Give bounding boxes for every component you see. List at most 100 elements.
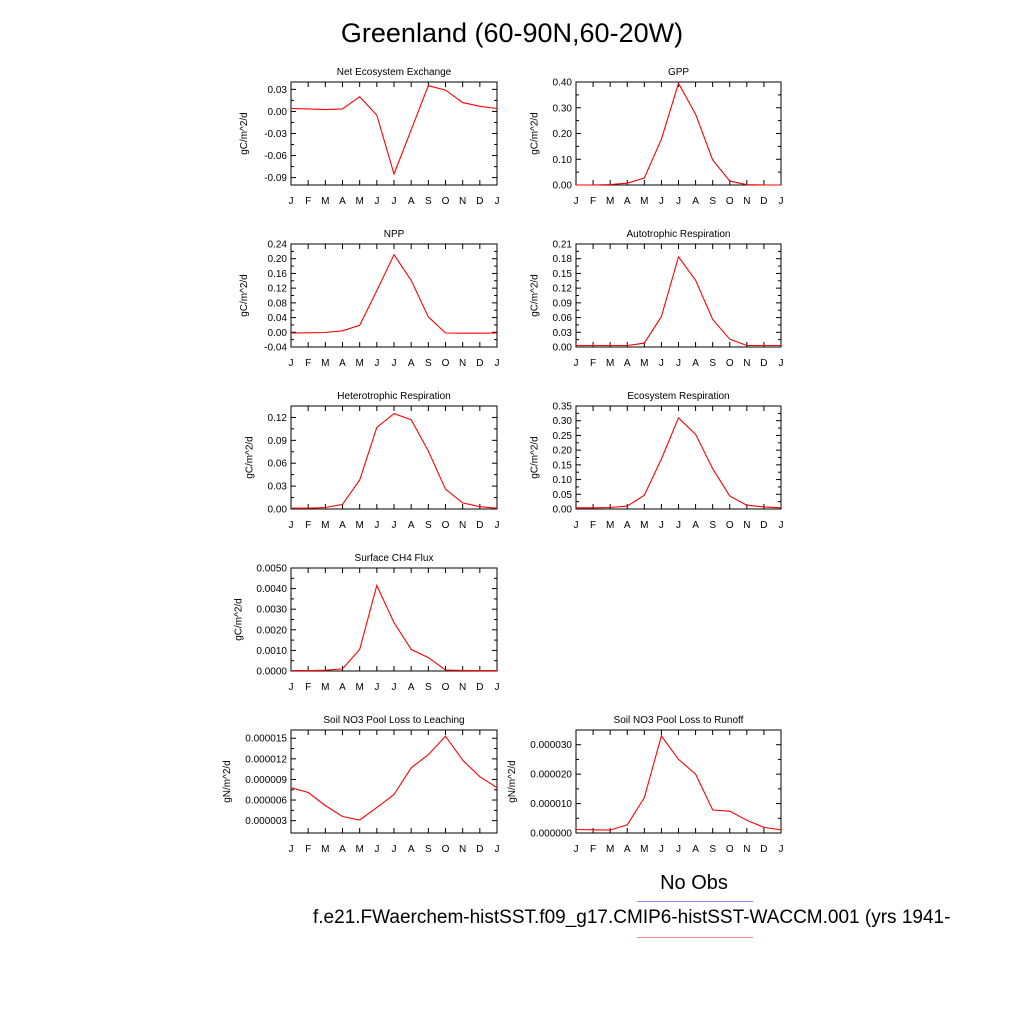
plot-frame — [575, 243, 782, 348]
series-line — [291, 412, 498, 509]
y-axis-label: gC/m^2/d — [530, 274, 541, 317]
x-tick-label: M — [355, 682, 363, 693]
x-tick-label: M — [355, 520, 363, 531]
y-tick-label: 0.15 — [553, 460, 573, 471]
y-tick-label: 0.30 — [553, 103, 573, 114]
y-tick-label: 0.06 — [268, 459, 288, 470]
y-tick-label: -0.09 — [264, 173, 287, 184]
x-tick-label: O — [726, 520, 734, 531]
chart-title: Soil NO3 Pool Loss to Leaching — [323, 715, 464, 726]
y-tick-label: 0.00 — [553, 181, 573, 192]
y-tick-label: 0.12 — [268, 284, 288, 295]
x-tick-label: O — [442, 520, 450, 531]
x-tick-label: F — [590, 844, 596, 855]
y-tick-label: 0.000009 — [245, 775, 287, 786]
y-tick-label: 0.0020 — [256, 625, 287, 636]
series-line — [290, 735, 498, 821]
y-tick-label: 0.09 — [268, 436, 288, 447]
y-tick-label: 0.05 — [553, 490, 573, 501]
y-tick-label: 0.09 — [553, 298, 573, 309]
y-tick-label: 0.21 — [553, 240, 573, 251]
y-tick-label: -0.06 — [264, 151, 287, 162]
series-line — [575, 734, 782, 831]
series-line — [290, 85, 498, 176]
chart-title: Autotrophic Respiration — [627, 229, 731, 240]
x-tick-label: J — [495, 844, 500, 855]
x-tick-label: J — [495, 682, 500, 693]
x-tick-label: F — [590, 520, 596, 531]
x-tick-label: J — [779, 844, 784, 855]
x-tick-label: J — [392, 520, 397, 531]
x-tick-label: D — [476, 196, 483, 207]
x-tick-label: A — [339, 844, 346, 855]
y-axis-label: gN/m^2/d — [222, 760, 233, 803]
y-tick-label: 0.18 — [553, 254, 573, 265]
legend-model-line — [637, 937, 753, 938]
x-tick-label: D — [760, 358, 767, 369]
x-tick-label: S — [425, 358, 432, 369]
x-tick-label: O — [726, 196, 734, 207]
y-tick-label: 0.000030 — [530, 740, 572, 751]
x-tick-label: A — [408, 682, 415, 693]
series-line — [291, 583, 497, 672]
x-tick-label: F — [305, 358, 311, 369]
x-tick-label: J — [574, 196, 579, 207]
case-name-label: f.e21.FWaerchem-histSST.f09_g17.CMIP6-hi… — [313, 907, 951, 928]
x-tick-label: J — [574, 844, 579, 855]
x-tick-label: M — [640, 520, 648, 531]
x-tick-label: J — [392, 196, 397, 207]
series-line — [290, 253, 498, 334]
chart-title: Soil NO3 Pool Loss to Runoff — [614, 715, 744, 726]
x-tick-label: J — [289, 196, 294, 207]
x-tick-label: M — [606, 844, 614, 855]
y-tick-label: 0.10 — [553, 155, 573, 166]
x-tick-label: J — [659, 520, 664, 531]
x-tick-label: A — [408, 520, 415, 531]
x-tick-label: M — [355, 358, 363, 369]
x-tick-label: D — [760, 520, 767, 531]
x-tick-label: J — [289, 520, 294, 531]
x-tick-label: J — [374, 358, 379, 369]
x-tick-label: J — [289, 844, 294, 855]
x-tick-label: J — [392, 682, 397, 693]
x-tick-label: F — [590, 196, 596, 207]
y-tick-label: 0.12 — [268, 413, 288, 424]
y-tick-label: 0.000006 — [245, 796, 287, 807]
x-tick-label: S — [425, 196, 432, 207]
x-tick-label: J — [374, 196, 379, 207]
y-tick-label: 0.00 — [268, 505, 288, 516]
plot-frame — [290, 567, 498, 672]
x-tick-label: F — [305, 196, 311, 207]
x-tick-label: A — [624, 520, 631, 531]
plot-frame — [290, 405, 498, 510]
x-tick-label: J — [374, 844, 379, 855]
x-tick-label: S — [425, 682, 432, 693]
x-tick-label: J — [676, 520, 681, 531]
y-tick-label: 0.00 — [268, 107, 288, 118]
x-tick-label: M — [321, 682, 329, 693]
x-tick-label: S — [709, 844, 716, 855]
x-tick-label: N — [459, 520, 466, 531]
y-tick-label: 0.35 — [553, 402, 573, 413]
y-tick-label: 0.03 — [268, 85, 288, 96]
x-tick-label: N — [459, 196, 466, 207]
y-tick-label: 0.0030 — [256, 605, 287, 616]
y-axis-label: gC/m^2/d — [239, 112, 250, 155]
y-axis-label: gC/m^2/d — [239, 274, 250, 317]
y-tick-label: 0.20 — [268, 254, 288, 265]
x-tick-label: A — [408, 844, 415, 855]
y-tick-label: 0.03 — [553, 328, 573, 339]
x-tick-label: O — [442, 844, 450, 855]
x-tick-label: J — [779, 196, 784, 207]
series-line — [576, 81, 781, 186]
chart-title: GPP — [668, 67, 689, 78]
plot-frame — [290, 81, 498, 186]
chart-panel-4: J F M A M J J A S O N D J0.000.030.060.090.120.150.1… — [530, 229, 784, 369]
y-tick-label: 0.25 — [553, 431, 573, 442]
x-tick-label: N — [459, 844, 466, 855]
y-axis-label: gN/m^2/d — [507, 760, 518, 803]
x-tick-label: M — [606, 520, 614, 531]
y-tick-label: 0.000012 — [245, 754, 287, 765]
